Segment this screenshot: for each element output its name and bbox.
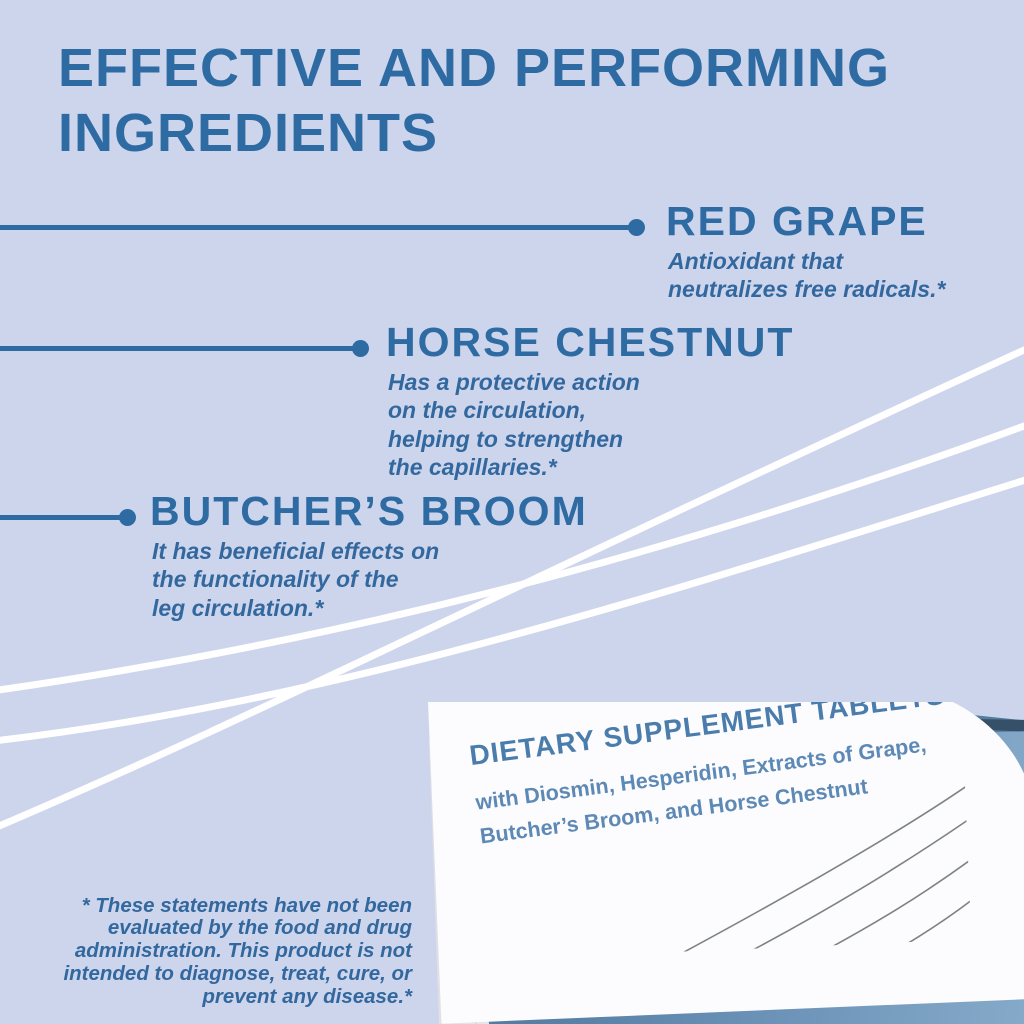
callout-dot-icon (119, 509, 136, 526)
ingredient-butchers-broom: BUTCHER’S BROOM It has beneficial effect… (150, 491, 588, 622)
callout-dot-icon (628, 219, 645, 236)
callout-dot-icon (352, 340, 369, 357)
ingredient-description: Has a protective action on the circulati… (388, 369, 640, 480)
callout-line (0, 515, 123, 520)
ingredient-description: Antioxidant that neutralizes free radica… (668, 248, 946, 303)
ingredient-horse-chestnut: HORSE CHESTNUT Has a protective action o… (386, 322, 794, 481)
ingredient-description: It has beneficial effects on the functio… (152, 538, 440, 621)
page-title: EFFECTIVE AND PERFORMING INGREDIENTS (58, 38, 891, 163)
callout-line (0, 346, 356, 351)
ingredient-name: RED GRAPE (666, 198, 928, 244)
ingredient-name: BUTCHER’S BROOM (150, 488, 588, 534)
ingredient-red-grape: RED GRAPE Antioxidant that neutralizes f… (666, 201, 945, 304)
product-box: DIOSMIN 500 Best before: Lot: DIOSMIN 50… (428, 702, 1024, 1024)
box-label-panel: DIETARY SUPPLEMENT TABLETS with Diosmin,… (428, 702, 1024, 1024)
callout-line (0, 225, 632, 230)
ingredient-name: HORSE CHESTNUT (386, 319, 795, 365)
fda-disclaimer: * These statements have not been evaluat… (63, 893, 412, 1009)
